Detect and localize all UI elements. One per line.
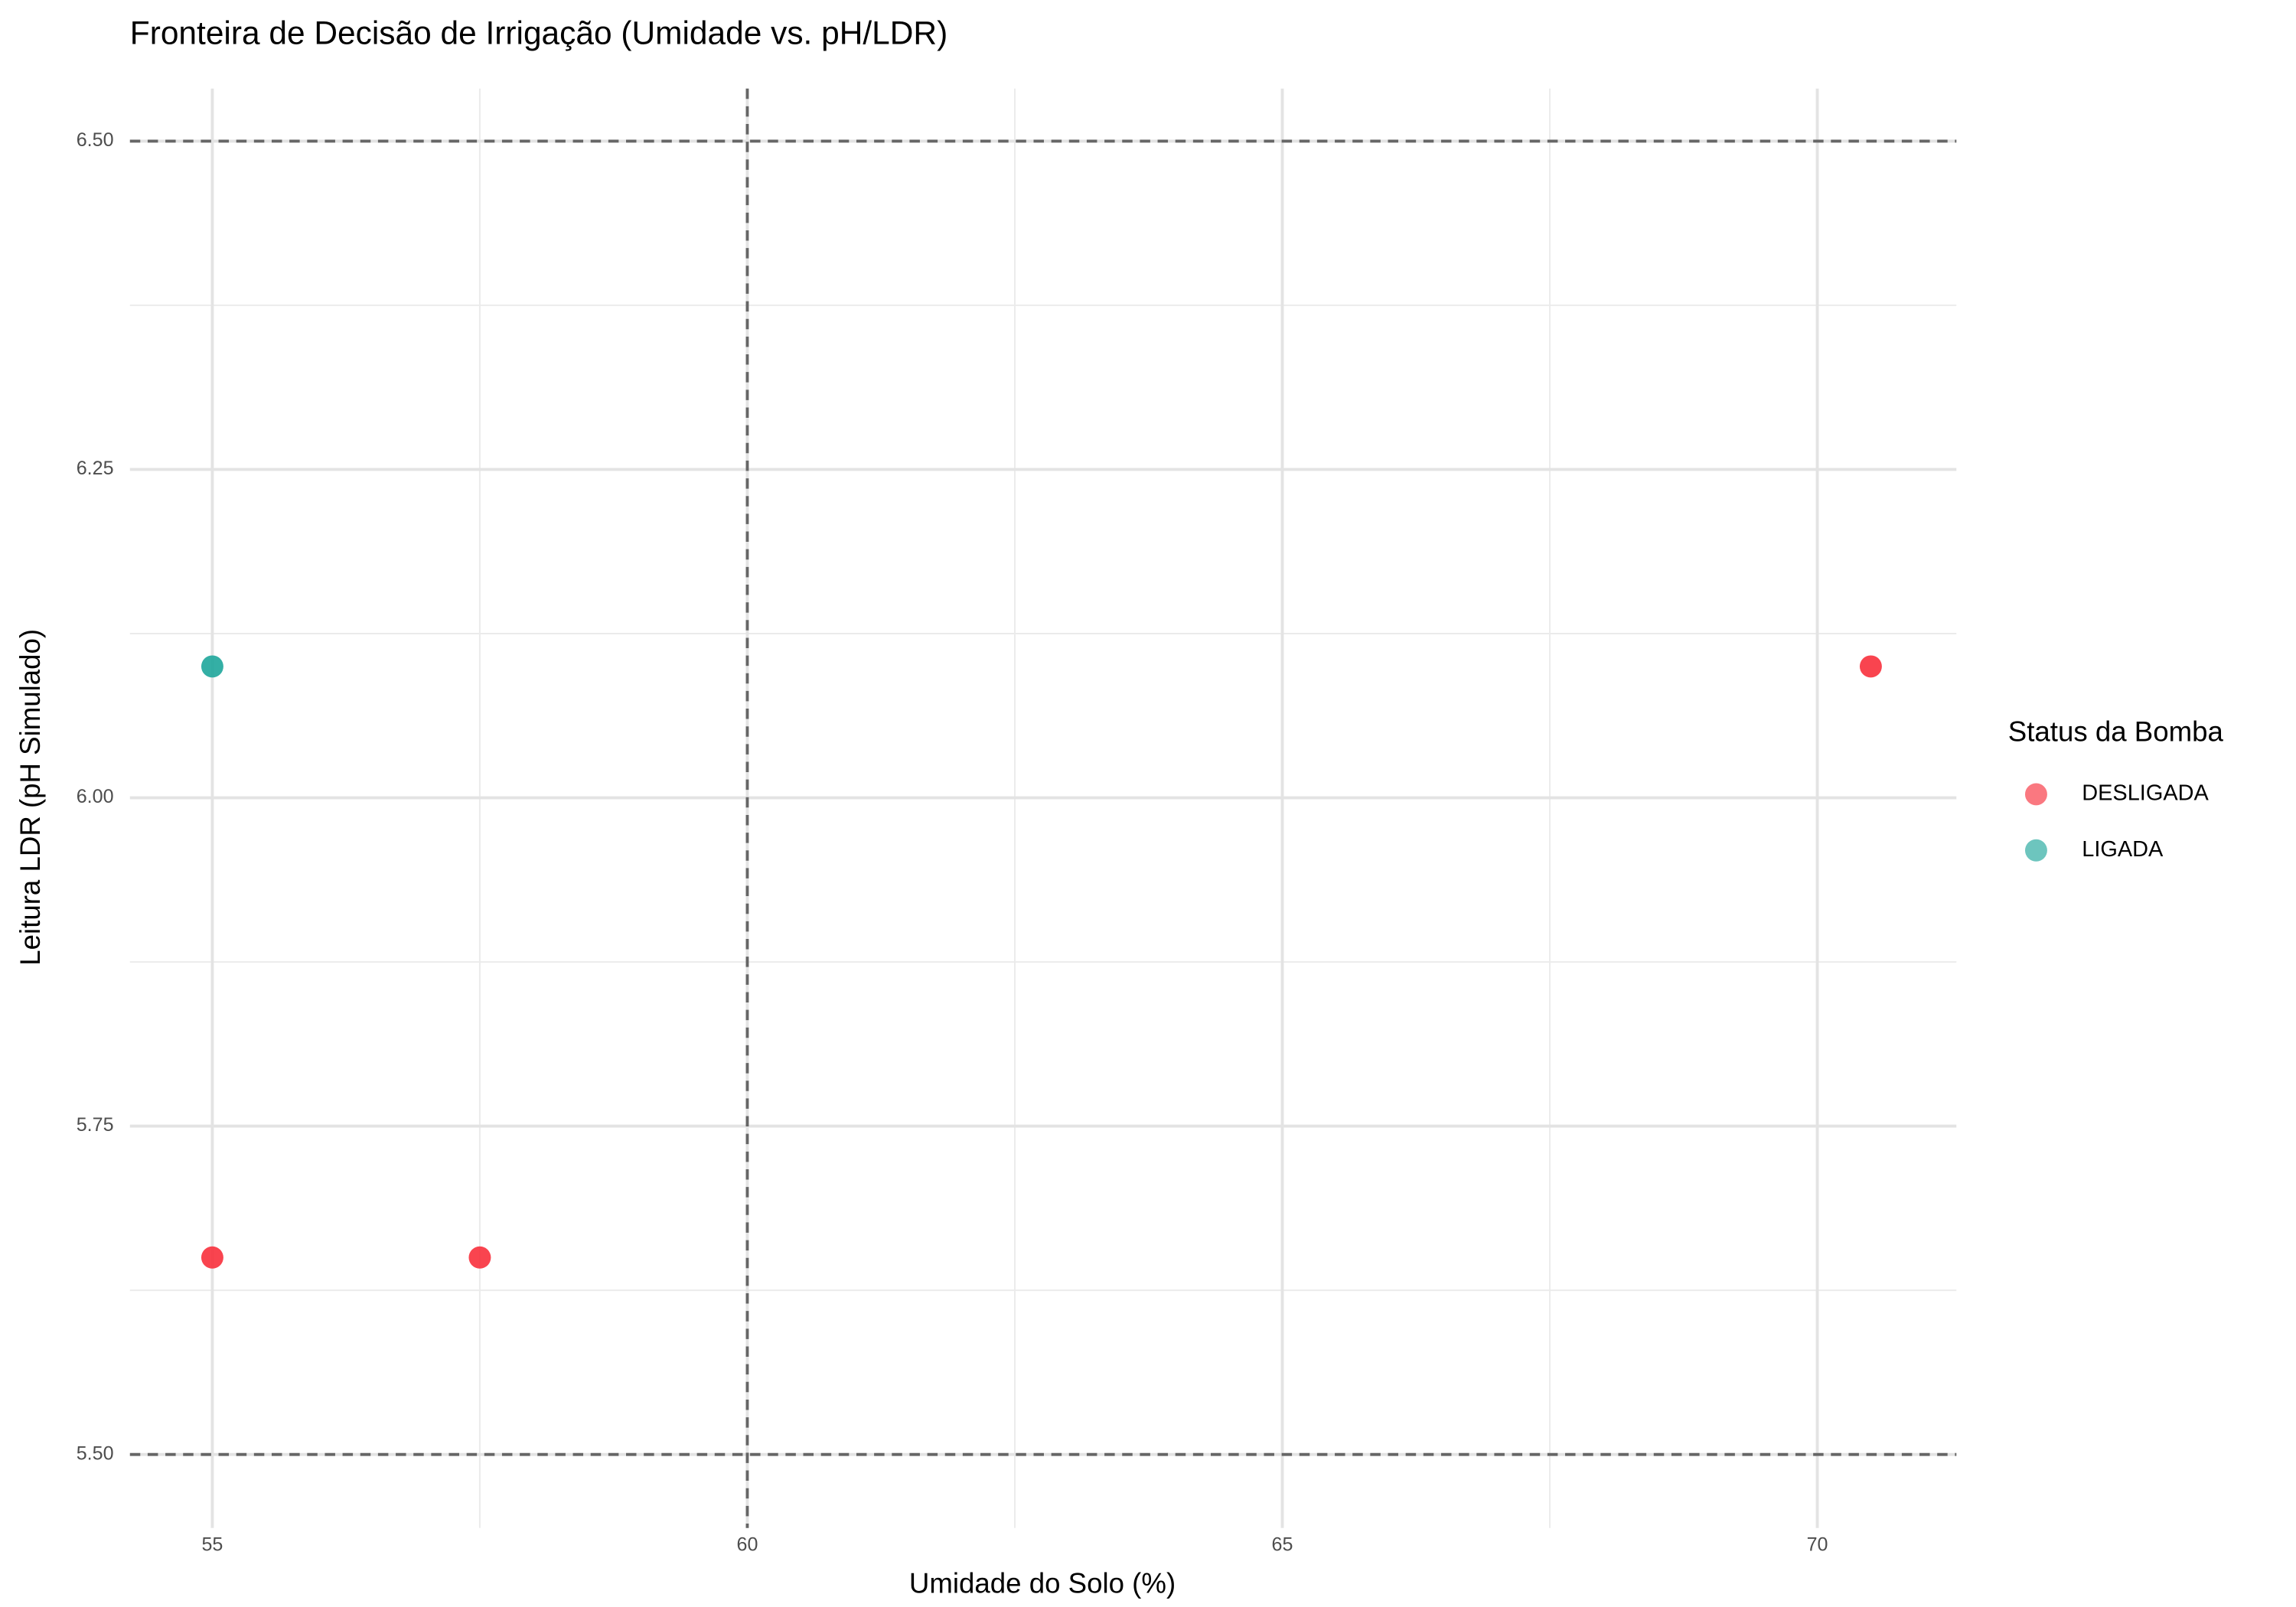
y-axis-label: Leitura LDR (pH Simulado) <box>15 629 46 966</box>
x-tick-label: 60 <box>737 1534 758 1556</box>
x-tick-label: 65 <box>1272 1534 1293 1556</box>
legend-label: LIGADA <box>2082 837 2164 862</box>
x-tick-label: 55 <box>201 1534 223 1556</box>
y-tick-label: 6.50 <box>77 129 114 151</box>
point <box>201 655 223 678</box>
legend-title: Status da Bomba <box>2008 716 2224 748</box>
x-tick-label: 70 <box>1807 1534 1828 1556</box>
chart-title: Fronteira de Decisão de Irrigação (Umida… <box>130 15 947 51</box>
y-tick-label: 6.00 <box>77 786 114 807</box>
legend-marker <box>2024 839 2047 862</box>
legend-label: DESLIGADA <box>2082 781 2209 806</box>
legend-marker <box>2024 783 2047 806</box>
point <box>201 1246 223 1269</box>
point <box>1859 655 1882 678</box>
y-tick-label: 5.50 <box>77 1442 114 1464</box>
y-tick-label: 5.75 <box>77 1114 114 1136</box>
y-tick-label: 6.25 <box>77 458 114 479</box>
point <box>468 1246 491 1269</box>
x-axis-label: Umidade do Solo (%) <box>909 1568 1176 1599</box>
